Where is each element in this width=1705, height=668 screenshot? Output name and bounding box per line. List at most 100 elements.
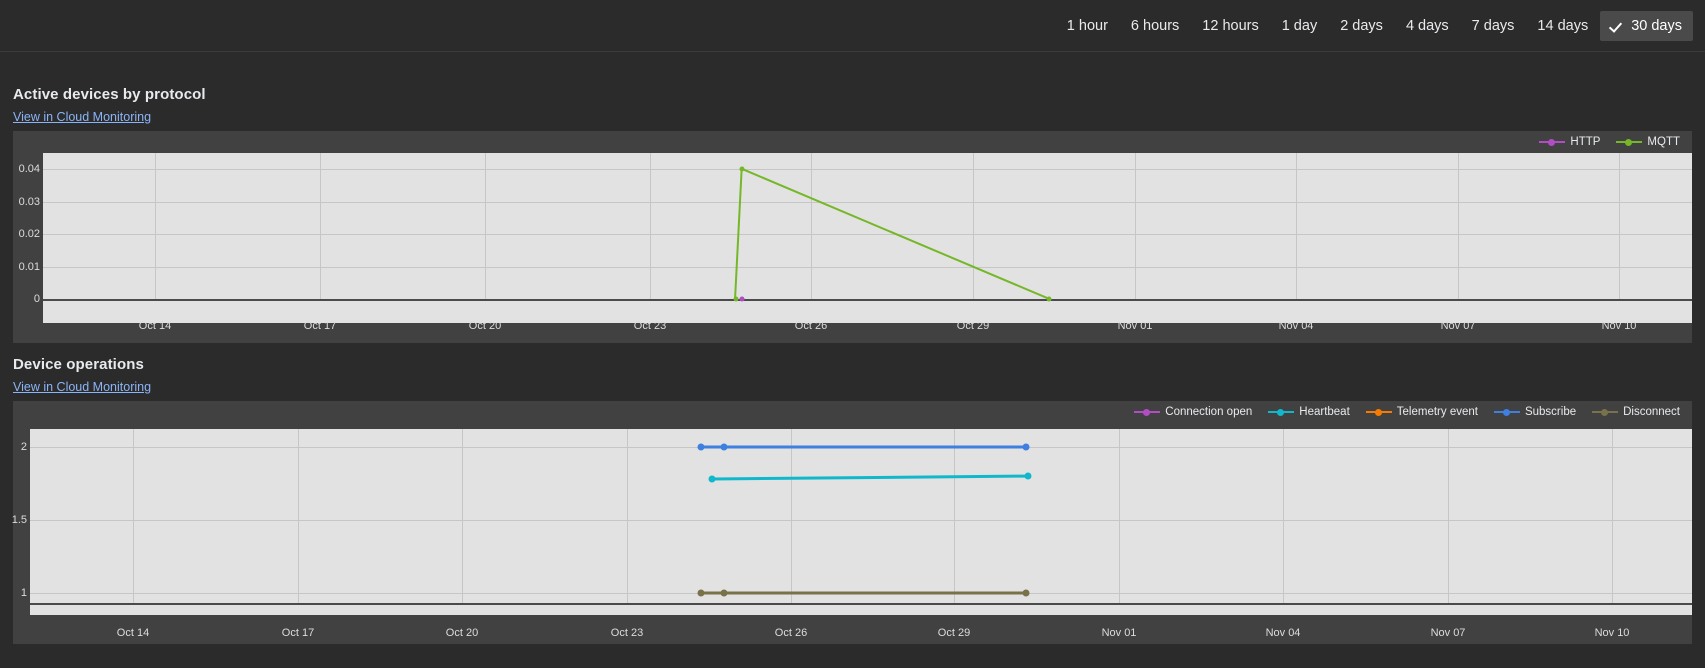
active-devices-plot-area[interactable] bbox=[43, 153, 1692, 323]
y-axis-tick-label: 1.5 bbox=[11, 513, 27, 526]
gridline-vertical bbox=[320, 153, 321, 299]
page-title-device-operations: Device operations bbox=[13, 356, 144, 373]
legend-swatch-icon bbox=[1616, 137, 1643, 147]
gridline-vertical bbox=[954, 429, 955, 603]
data-point[interactable] bbox=[720, 589, 728, 597]
x-axis-tick-label: Oct 17 bbox=[303, 320, 337, 332]
y-axis-tick-label: 1 bbox=[20, 586, 27, 599]
legend-item-http[interactable]: HTTP bbox=[1539, 136, 1600, 148]
gridline-vertical bbox=[1612, 429, 1613, 603]
page-title-active-devices: Active devices by protocol bbox=[13, 86, 206, 103]
x-axis-tick-label: Nov 04 bbox=[1265, 627, 1301, 639]
y-axis-tick-label: 0.01 bbox=[18, 260, 40, 273]
x-axis-tick-label: Nov 01 bbox=[1101, 627, 1137, 639]
data-point[interactable] bbox=[1024, 472, 1032, 480]
legend-label: Heartbeat bbox=[1299, 406, 1350, 418]
x-axis-tick-label: Oct 26 bbox=[794, 320, 828, 332]
gridline-horizontal bbox=[30, 519, 1692, 521]
gridline-horizontal bbox=[43, 234, 1692, 236]
x-axis-tick-label: Nov 10 bbox=[1594, 627, 1630, 639]
x-axis-tick-label: Oct 23 bbox=[610, 627, 644, 639]
gridline-vertical bbox=[973, 153, 974, 299]
gridline-vertical bbox=[298, 429, 299, 603]
legend-swatch-icon bbox=[1592, 407, 1619, 417]
y-axis-tick-label: 0.03 bbox=[18, 195, 40, 208]
legend-item-disconnect[interactable]: Disconnect bbox=[1592, 406, 1680, 418]
gridline-vertical bbox=[485, 153, 486, 299]
x-axis-line bbox=[43, 299, 1692, 301]
data-point[interactable] bbox=[708, 475, 716, 483]
gridline-vertical bbox=[1458, 153, 1459, 299]
legend-item-subscribe[interactable]: Subscribe bbox=[1493, 406, 1577, 418]
x-axis-tick-label: Nov 10 bbox=[1601, 320, 1637, 332]
gridline-vertical bbox=[1619, 153, 1620, 299]
data-point[interactable] bbox=[1022, 443, 1030, 451]
data-point[interactable] bbox=[697, 589, 705, 597]
gridline-vertical bbox=[133, 429, 134, 603]
chart-legend-device-operations[interactable]: Connection open Heartbeat Telemetry event S… bbox=[1128, 401, 1686, 423]
time-range-option-14-days[interactable]: 14 days bbox=[1526, 11, 1599, 41]
x-axis-tick-label: Oct 14 bbox=[116, 627, 150, 639]
legend-swatch-icon bbox=[1539, 137, 1566, 147]
time-range-label: 14 days bbox=[1537, 17, 1589, 34]
data-point[interactable] bbox=[739, 166, 745, 172]
legend-swatch-icon bbox=[1493, 407, 1520, 417]
legend-label: Subscribe bbox=[1524, 406, 1577, 418]
gridline-vertical bbox=[627, 429, 628, 603]
gridline-horizontal bbox=[43, 169, 1692, 171]
time-range-option-30-days[interactable]: 30 days bbox=[1600, 10, 1693, 41]
legend-label: Telemetry event bbox=[1396, 406, 1478, 418]
x-axis-tick-label: Nov 07 bbox=[1430, 627, 1466, 639]
chart-legend-active-devices[interactable]: HTTP MQTT bbox=[1533, 131, 1686, 153]
x-axis-tick-label: Oct 20 bbox=[445, 627, 479, 639]
y-axis-tick-label: 0.02 bbox=[18, 228, 40, 241]
active-devices-chart-card: HTTP MQTT 0 0.01 0.02 0.03 0.04 Oct 14 Oct 17 Oc… bbox=[13, 131, 1692, 343]
time-range-option-1-hour[interactable]: 1 hour bbox=[1056, 11, 1119, 41]
time-range-label: 12 hours bbox=[1202, 17, 1259, 34]
gridline-horizontal bbox=[43, 201, 1692, 203]
time-range-label: 1 hour bbox=[1066, 17, 1108, 34]
time-range-option-12-hours[interactable]: 12 hours bbox=[1191, 11, 1269, 41]
time-range-selector[interactable]: 1 hour 6 hours 12 hours 1 day 2 days 4 days 7 … bbox=[0, 0, 1705, 52]
legend-swatch-icon bbox=[1134, 407, 1161, 417]
legend-item-heartbeat[interactable]: Heartbeat bbox=[1268, 406, 1350, 418]
legend-item-telemetry-event[interactable]: Telemetry event bbox=[1365, 406, 1478, 418]
legend-swatch-icon bbox=[1365, 407, 1392, 417]
x-axis-tick-label: Oct 20 bbox=[468, 320, 502, 332]
gridline-vertical bbox=[155, 153, 156, 299]
x-axis-tick-label: Oct 29 bbox=[937, 627, 971, 639]
data-point[interactable] bbox=[697, 443, 705, 451]
x-axis-tick-label: Oct 26 bbox=[774, 627, 808, 639]
data-point[interactable] bbox=[1046, 296, 1052, 302]
time-range-option-6-hours[interactable]: 6 hours bbox=[1120, 11, 1190, 41]
time-range-label: 1 day bbox=[1281, 17, 1318, 34]
time-range-label: 30 days bbox=[1631, 17, 1682, 34]
gridline-vertical bbox=[1283, 429, 1284, 603]
legend-item-mqtt[interactable]: MQTT bbox=[1616, 136, 1680, 148]
data-point[interactable] bbox=[1022, 589, 1030, 597]
time-range-option-4-days[interactable]: 4 days bbox=[1395, 11, 1460, 41]
legend-label: HTTP bbox=[1570, 136, 1601, 148]
device-operations-plot-area[interactable] bbox=[30, 429, 1692, 615]
x-axis-tick-label: Oct 14 bbox=[138, 320, 172, 332]
data-point[interactable] bbox=[733, 296, 739, 302]
gridline-vertical bbox=[650, 153, 651, 299]
time-range-option-2-days[interactable]: 2 days bbox=[1329, 11, 1394, 41]
x-axis-tick-label: Oct 23 bbox=[633, 320, 667, 332]
view-in-cloud-monitoring-link-2[interactable]: View in Cloud Monitoring bbox=[13, 380, 152, 394]
data-point[interactable] bbox=[739, 296, 745, 302]
legend-item-connection-open[interactable]: Connection open bbox=[1134, 406, 1252, 418]
time-range-option-1-day[interactable]: 1 day bbox=[1271, 11, 1328, 41]
x-axis-tick-label: Nov 04 bbox=[1278, 320, 1314, 332]
view-in-cloud-monitoring-link-1[interactable]: View in Cloud Monitoring bbox=[13, 110, 152, 124]
check-icon bbox=[1611, 19, 1624, 32]
gridline-vertical bbox=[462, 429, 463, 603]
gridline-vertical bbox=[1296, 153, 1297, 299]
legend-label: MQTT bbox=[1647, 136, 1680, 148]
time-range-option-7-days[interactable]: 7 days bbox=[1461, 11, 1526, 41]
time-range-label: 7 days bbox=[1471, 17, 1515, 34]
data-point[interactable] bbox=[720, 443, 728, 451]
device-operations-chart-card: Connection open Heartbeat Telemetry event S… bbox=[11, 401, 1692, 644]
series-line-segment bbox=[723, 591, 1027, 595]
